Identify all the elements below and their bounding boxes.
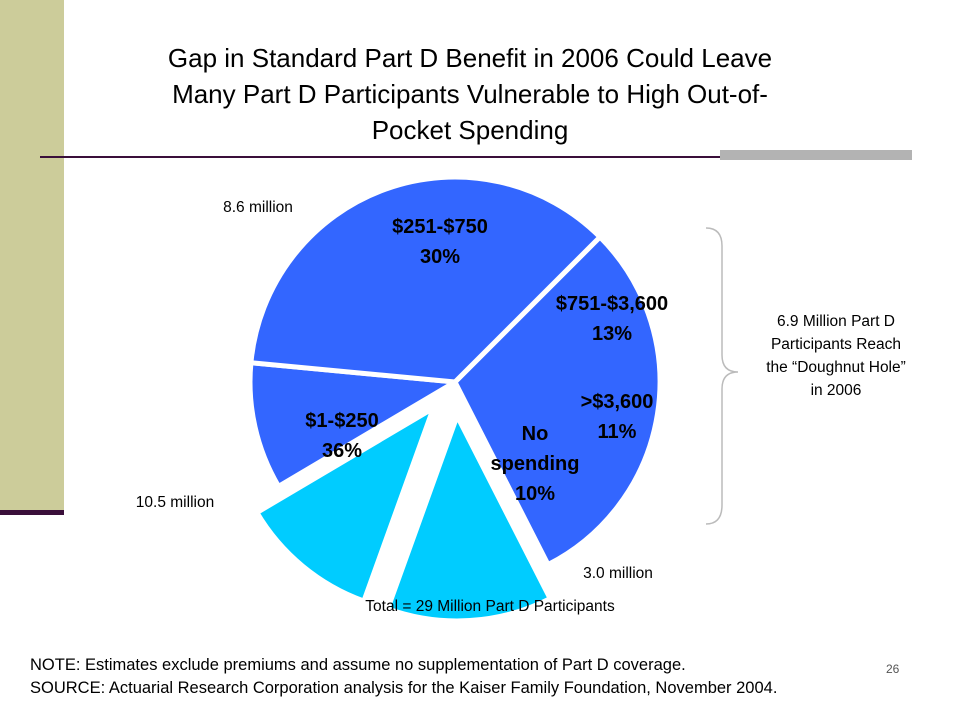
title-line-1: Gap in Standard Part D Benefit in 2006 C… [167,43,773,73]
count-label-no-spending: 3.0 million [583,565,653,582]
callout-line-2: Participants Reach [770,336,902,353]
slice-label-251-750: $251-$750 30% [392,216,488,268]
note-text: NOTE: Estimates exclude premiums and ass… [30,656,686,674]
title-divider-accent [720,150,912,160]
left-band-accent-line [0,510,64,515]
slice-label-1-250: $1-$250 36% [305,410,378,462]
title-divider [40,156,912,158]
callout-line-4: in 2006 [810,382,862,399]
left-decorative-band [0,0,64,514]
doughnut-hole-brace [705,227,739,525]
total-participants: Total = 29 Million Part D Participants [365,598,615,615]
pie-slice-3-600 [254,405,436,604]
slice-label-751-3-600: $751-$3,600 13% [556,293,668,345]
footnote: NOTE: Estimates exclude premiums and ass… [30,654,880,700]
callout-line-3: the “Doughnut Hole” [766,359,906,376]
source-text: SOURCE: Actuarial Research Corporation a… [30,679,778,697]
count-label-251-750: 8.6 million [223,199,293,216]
doughnut-hole-callout: 6.9 Million Part D Participants Reach th… [736,310,936,402]
count-label-1-250: 10.5 million [136,494,214,511]
slice-label-3-600: >$3,600 11% [581,391,654,443]
callout-line-1: 6.9 Million Part D [776,313,895,330]
pie-slice-no-spending [247,360,458,489]
title-line-3: Pocket Spending [371,115,569,145]
slice-label-no-spending: No spending 10% [491,423,580,505]
pie-slice-251-750 [452,234,663,568]
pie-slice-751-3-600 [385,413,553,624]
pie-slice-1-250 [248,174,603,385]
slide-title: Gap in Standard Part D Benefit in 2006 C… [80,40,860,148]
title-line-2: Many Part D Participants Vulnerable to H… [172,79,768,109]
page-number: 26 [886,662,900,676]
